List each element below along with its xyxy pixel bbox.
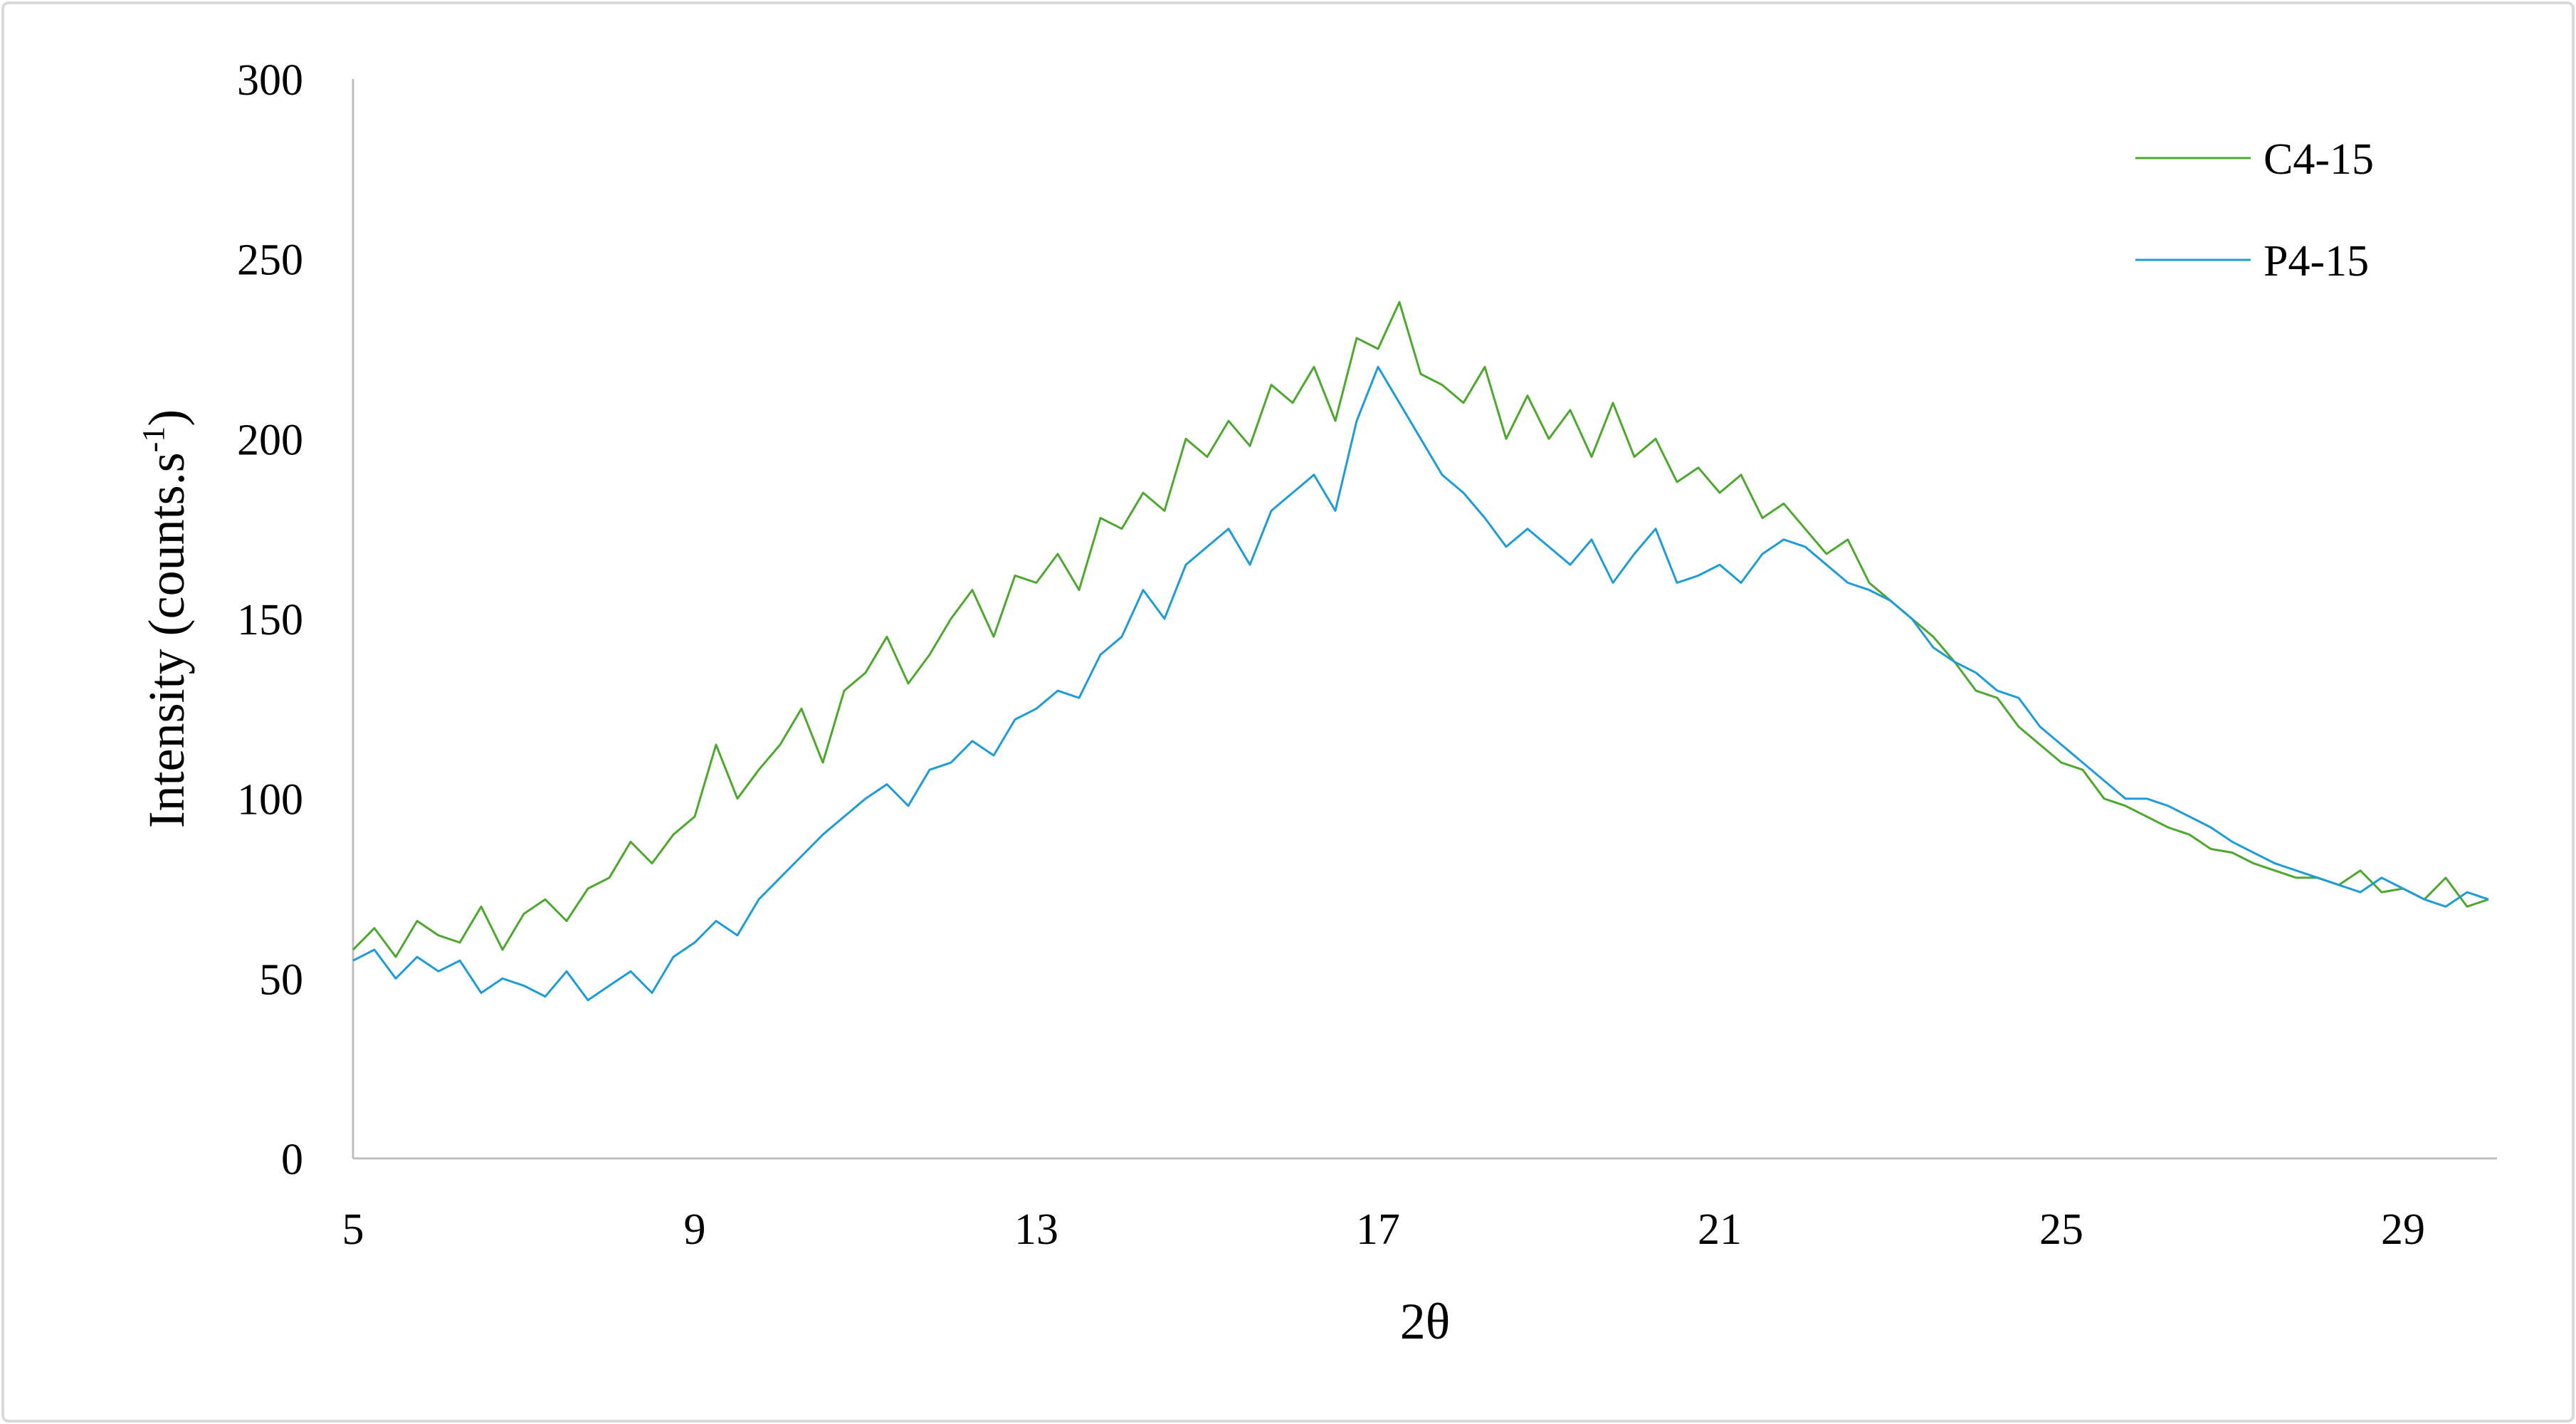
x-tick-label: 9: [684, 1205, 706, 1254]
y-tick-label: 300: [237, 56, 303, 105]
x-tick-label: 5: [342, 1205, 364, 1254]
x-tick-label: 17: [1356, 1205, 1400, 1254]
y-tick-label: 150: [237, 596, 303, 644]
x-tick-label: 21: [1698, 1205, 1742, 1254]
y-tick-label: 0: [281, 1136, 303, 1184]
y-tick-label: 100: [237, 776, 303, 824]
y-tick-label: 200: [237, 416, 303, 464]
x-tick-label: 13: [1014, 1205, 1058, 1254]
x-axis-label: 2θ: [1400, 1293, 1451, 1350]
data-line: [352, 300, 2489, 958]
legend-label: C4-15: [2264, 135, 2374, 184]
y-tick-label: 50: [259, 956, 303, 1004]
x-tick-label: 29: [2381, 1205, 2425, 1254]
y-axis-label-sup: -1: [136, 426, 171, 453]
y-axis-label-main: Intensity (counts.s: [138, 452, 195, 828]
x-tick-label: 25: [2039, 1205, 2083, 1254]
y-tick-label: 250: [237, 236, 303, 285]
y-axis-label: Intensity (counts.s-1): [136, 409, 195, 829]
y-axis-label-end: ): [138, 409, 195, 426]
legend-label: P4-15: [2264, 237, 2369, 286]
data-line: [352, 365, 2489, 1002]
